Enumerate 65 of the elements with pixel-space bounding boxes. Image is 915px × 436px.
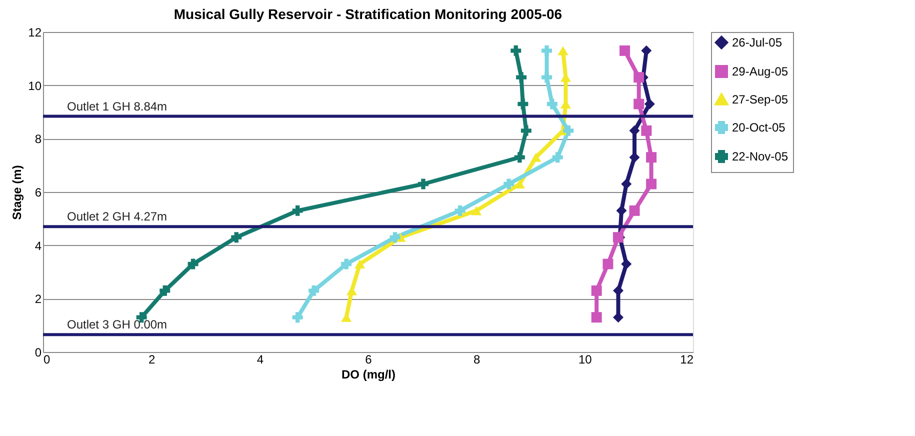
y-tick-label: 6 [34,186,42,200]
y-tick-label: 8 [34,132,42,146]
point [418,178,428,190]
point [454,205,466,216]
y-tick-label: 10 [28,78,42,93]
point [390,232,400,243]
point [629,205,640,216]
legend-label: 20-Oct-05 [732,120,786,134]
x-tick-label: 4 [256,352,264,366]
point [530,152,542,162]
point [292,205,303,216]
legend-label: 26-Jul-05 [732,36,782,50]
y-tick-label: 4 [34,238,42,253]
point [188,258,198,270]
legend-label: 27-Sep-05 [732,92,788,106]
point [510,45,522,56]
point [552,152,563,163]
point [591,312,602,323]
point [621,258,632,270]
x-tick-label: 0 [44,352,50,366]
point [634,72,644,83]
ref-line-label: Outlet 2 GH 4.27m [67,210,168,224]
y-axis-title: Stage (m) [10,165,24,220]
x-axis-title: DO (mg/l) [342,368,396,382]
point [471,206,482,216]
point [546,98,558,110]
point [646,178,657,190]
chart-title: Musical Gully Reservoir - Stratification Monitoring 2005-06 [174,6,562,22]
point [634,98,644,110]
point [646,152,657,163]
x-tick-label: 8 [473,352,480,366]
point [518,98,528,110]
point [641,45,652,56]
point [308,285,320,296]
point [516,72,527,83]
legend-label: 22-Nov-05 [732,150,788,164]
point [616,205,627,216]
point [341,258,352,270]
point [602,258,614,270]
point [160,285,170,296]
ref-line-label: Outlet 3 GH 0.00m [67,318,168,332]
point [346,286,357,296]
point [621,178,632,190]
x-tick-label: 6 [365,352,372,366]
point [354,259,366,269]
point [563,125,574,136]
x-tick-label: 2 [148,352,156,366]
point [558,46,568,56]
x-tick-label: 10 [578,352,592,366]
point [591,285,602,296]
point [231,232,242,243]
point [542,45,552,56]
point [520,125,532,136]
point [504,178,514,190]
point [644,98,655,110]
ref-line-label: Outlet 1 GH 8.84m [67,99,168,114]
y-tick-label: 12 [28,26,42,40]
point [292,312,303,323]
point [514,152,525,163]
x-tick-label: 12 [680,352,694,366]
y-tick-label: 2 [34,292,42,306]
point [641,125,652,136]
legend-label: 29-Aug-05 [732,64,788,78]
point [542,72,552,83]
point [620,45,630,56]
